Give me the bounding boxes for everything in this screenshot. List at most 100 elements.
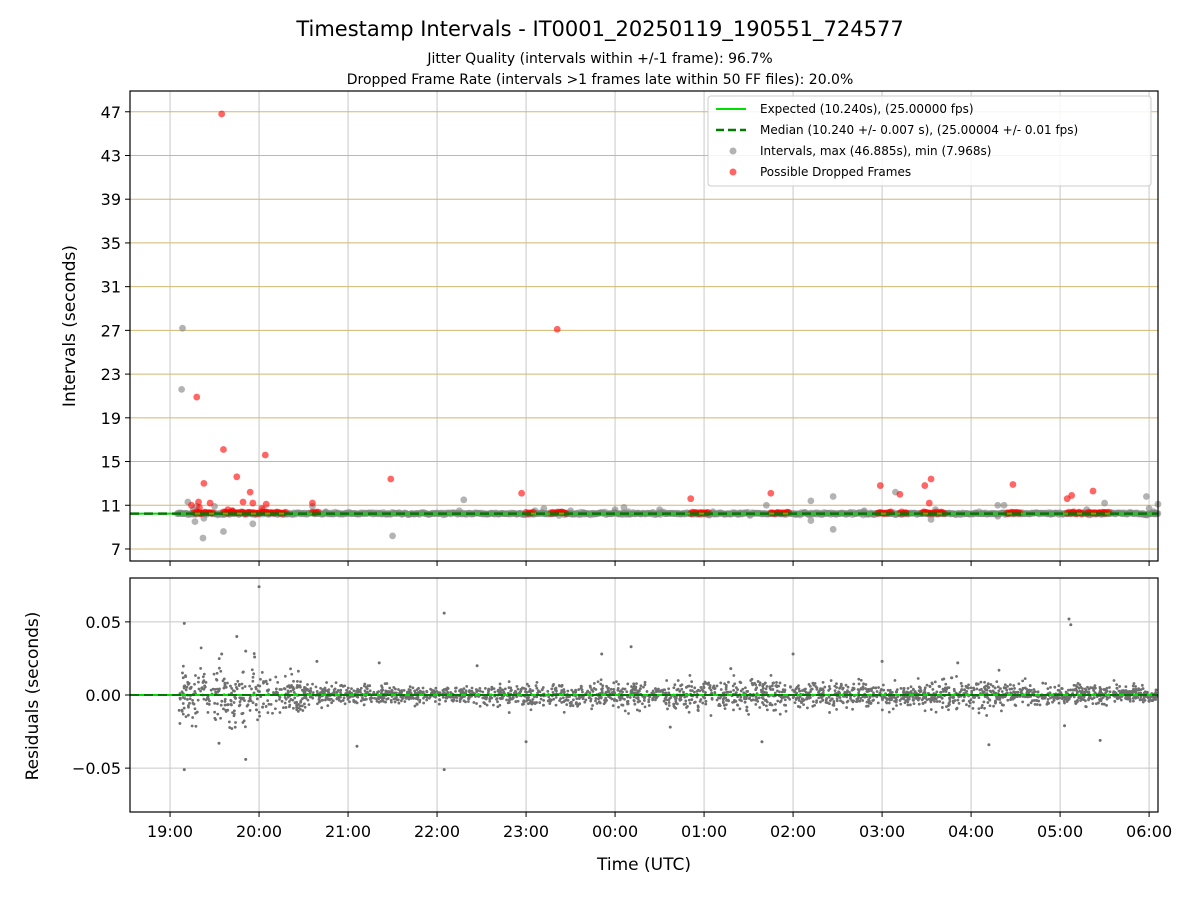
residual-point	[192, 702, 196, 706]
residual-point	[282, 706, 285, 710]
residual-point	[1092, 689, 1096, 692]
residual-point	[851, 700, 855, 704]
residual-point	[290, 683, 293, 687]
residual-point	[370, 700, 373, 704]
residual-point	[527, 684, 531, 688]
residual-point	[1001, 696, 1005, 699]
residual-point	[309, 689, 313, 693]
residual-point	[851, 707, 854, 711]
intervals-y-tick-label: 39	[101, 190, 121, 209]
residual-point	[999, 687, 1002, 691]
residual-point	[861, 695, 865, 699]
residual-point	[250, 687, 253, 691]
residual-point	[1131, 684, 1135, 688]
residual-point	[758, 706, 762, 709]
residual-point	[524, 740, 528, 744]
residual-point	[977, 711, 981, 715]
residual-point	[679, 684, 682, 688]
x-tick-label: 22:00	[414, 822, 460, 841]
residual-point	[784, 709, 788, 713]
residual-point	[432, 689, 436, 693]
residual-point	[319, 686, 323, 690]
residual-point	[890, 697, 893, 701]
residual-point	[551, 684, 555, 688]
residual-point	[213, 710, 217, 714]
residual-point	[1074, 687, 1078, 691]
residual-point	[672, 704, 676, 708]
interval-point	[389, 532, 396, 540]
residual-point	[601, 687, 604, 690]
residual-point	[809, 688, 813, 692]
dropped-frame-point	[876, 482, 884, 489]
residual-point	[988, 689, 992, 693]
residual-point	[729, 690, 733, 694]
residual-point	[715, 684, 719, 688]
residual-point	[243, 725, 247, 729]
residual-point	[880, 708, 884, 712]
residual-point	[219, 669, 223, 673]
residual-point	[762, 703, 766, 707]
residual-point	[562, 688, 566, 691]
residual-point	[871, 699, 875, 703]
residual-point	[330, 701, 334, 705]
residual-point	[225, 703, 229, 707]
residual-point	[1112, 679, 1116, 682]
residual-point	[224, 710, 228, 713]
residual-point	[729, 667, 733, 671]
residual-point	[412, 697, 416, 700]
residual-point	[1108, 690, 1112, 694]
residual-point	[289, 689, 293, 693]
residual-point	[1099, 691, 1102, 695]
residual-point	[898, 699, 902, 702]
residual-point	[608, 696, 612, 699]
residual-point	[458, 688, 462, 692]
residual-point	[580, 688, 584, 692]
residual-point	[839, 699, 842, 703]
residual-point	[754, 698, 757, 702]
residual-point	[903, 701, 907, 705]
residual-point	[894, 696, 898, 700]
residual-point	[212, 672, 216, 676]
residual-point	[1101, 696, 1105, 699]
residual-point	[481, 696, 485, 700]
residual-point	[303, 696, 306, 700]
residual-point	[859, 697, 863, 700]
residual-point	[811, 700, 815, 704]
interval-point	[656, 506, 663, 514]
residual-point	[217, 741, 221, 745]
residual-point	[388, 686, 392, 690]
residual-point	[931, 687, 935, 691]
residual-point	[202, 679, 206, 683]
residual-point	[283, 701, 287, 705]
residual-point	[776, 699, 780, 703]
residual-point	[325, 681, 328, 684]
residual-point	[612, 699, 616, 702]
residual-point	[643, 680, 647, 684]
residual-point	[542, 699, 546, 702]
residual-point	[770, 684, 774, 688]
residual-point	[807, 696, 811, 700]
time-x-axis: 19:00 20:00 21:00 22:00 23:00 00:00 01:00 02:00…	[147, 561, 1172, 841]
residual-point	[771, 681, 775, 685]
residual-point	[242, 670, 245, 674]
residual-point	[438, 698, 442, 702]
residual-point	[233, 695, 237, 699]
residual-point	[460, 691, 464, 695]
residual-point	[251, 675, 255, 679]
residual-point	[1008, 687, 1012, 691]
residual-point	[639, 684, 643, 688]
dropped-frame-point	[193, 393, 201, 401]
residual-point	[965, 703, 968, 707]
residual-point	[778, 690, 781, 694]
residual-point	[638, 687, 642, 691]
residual-point	[314, 685, 318, 689]
residual-point	[668, 696, 672, 700]
residual-point	[350, 687, 353, 691]
residual-point	[623, 687, 627, 691]
residual-point	[791, 688, 795, 692]
residual-point	[666, 707, 669, 711]
residual-point	[904, 699, 908, 702]
residual-point	[318, 700, 322, 703]
residual-point	[623, 709, 627, 713]
interval-point	[762, 501, 770, 509]
